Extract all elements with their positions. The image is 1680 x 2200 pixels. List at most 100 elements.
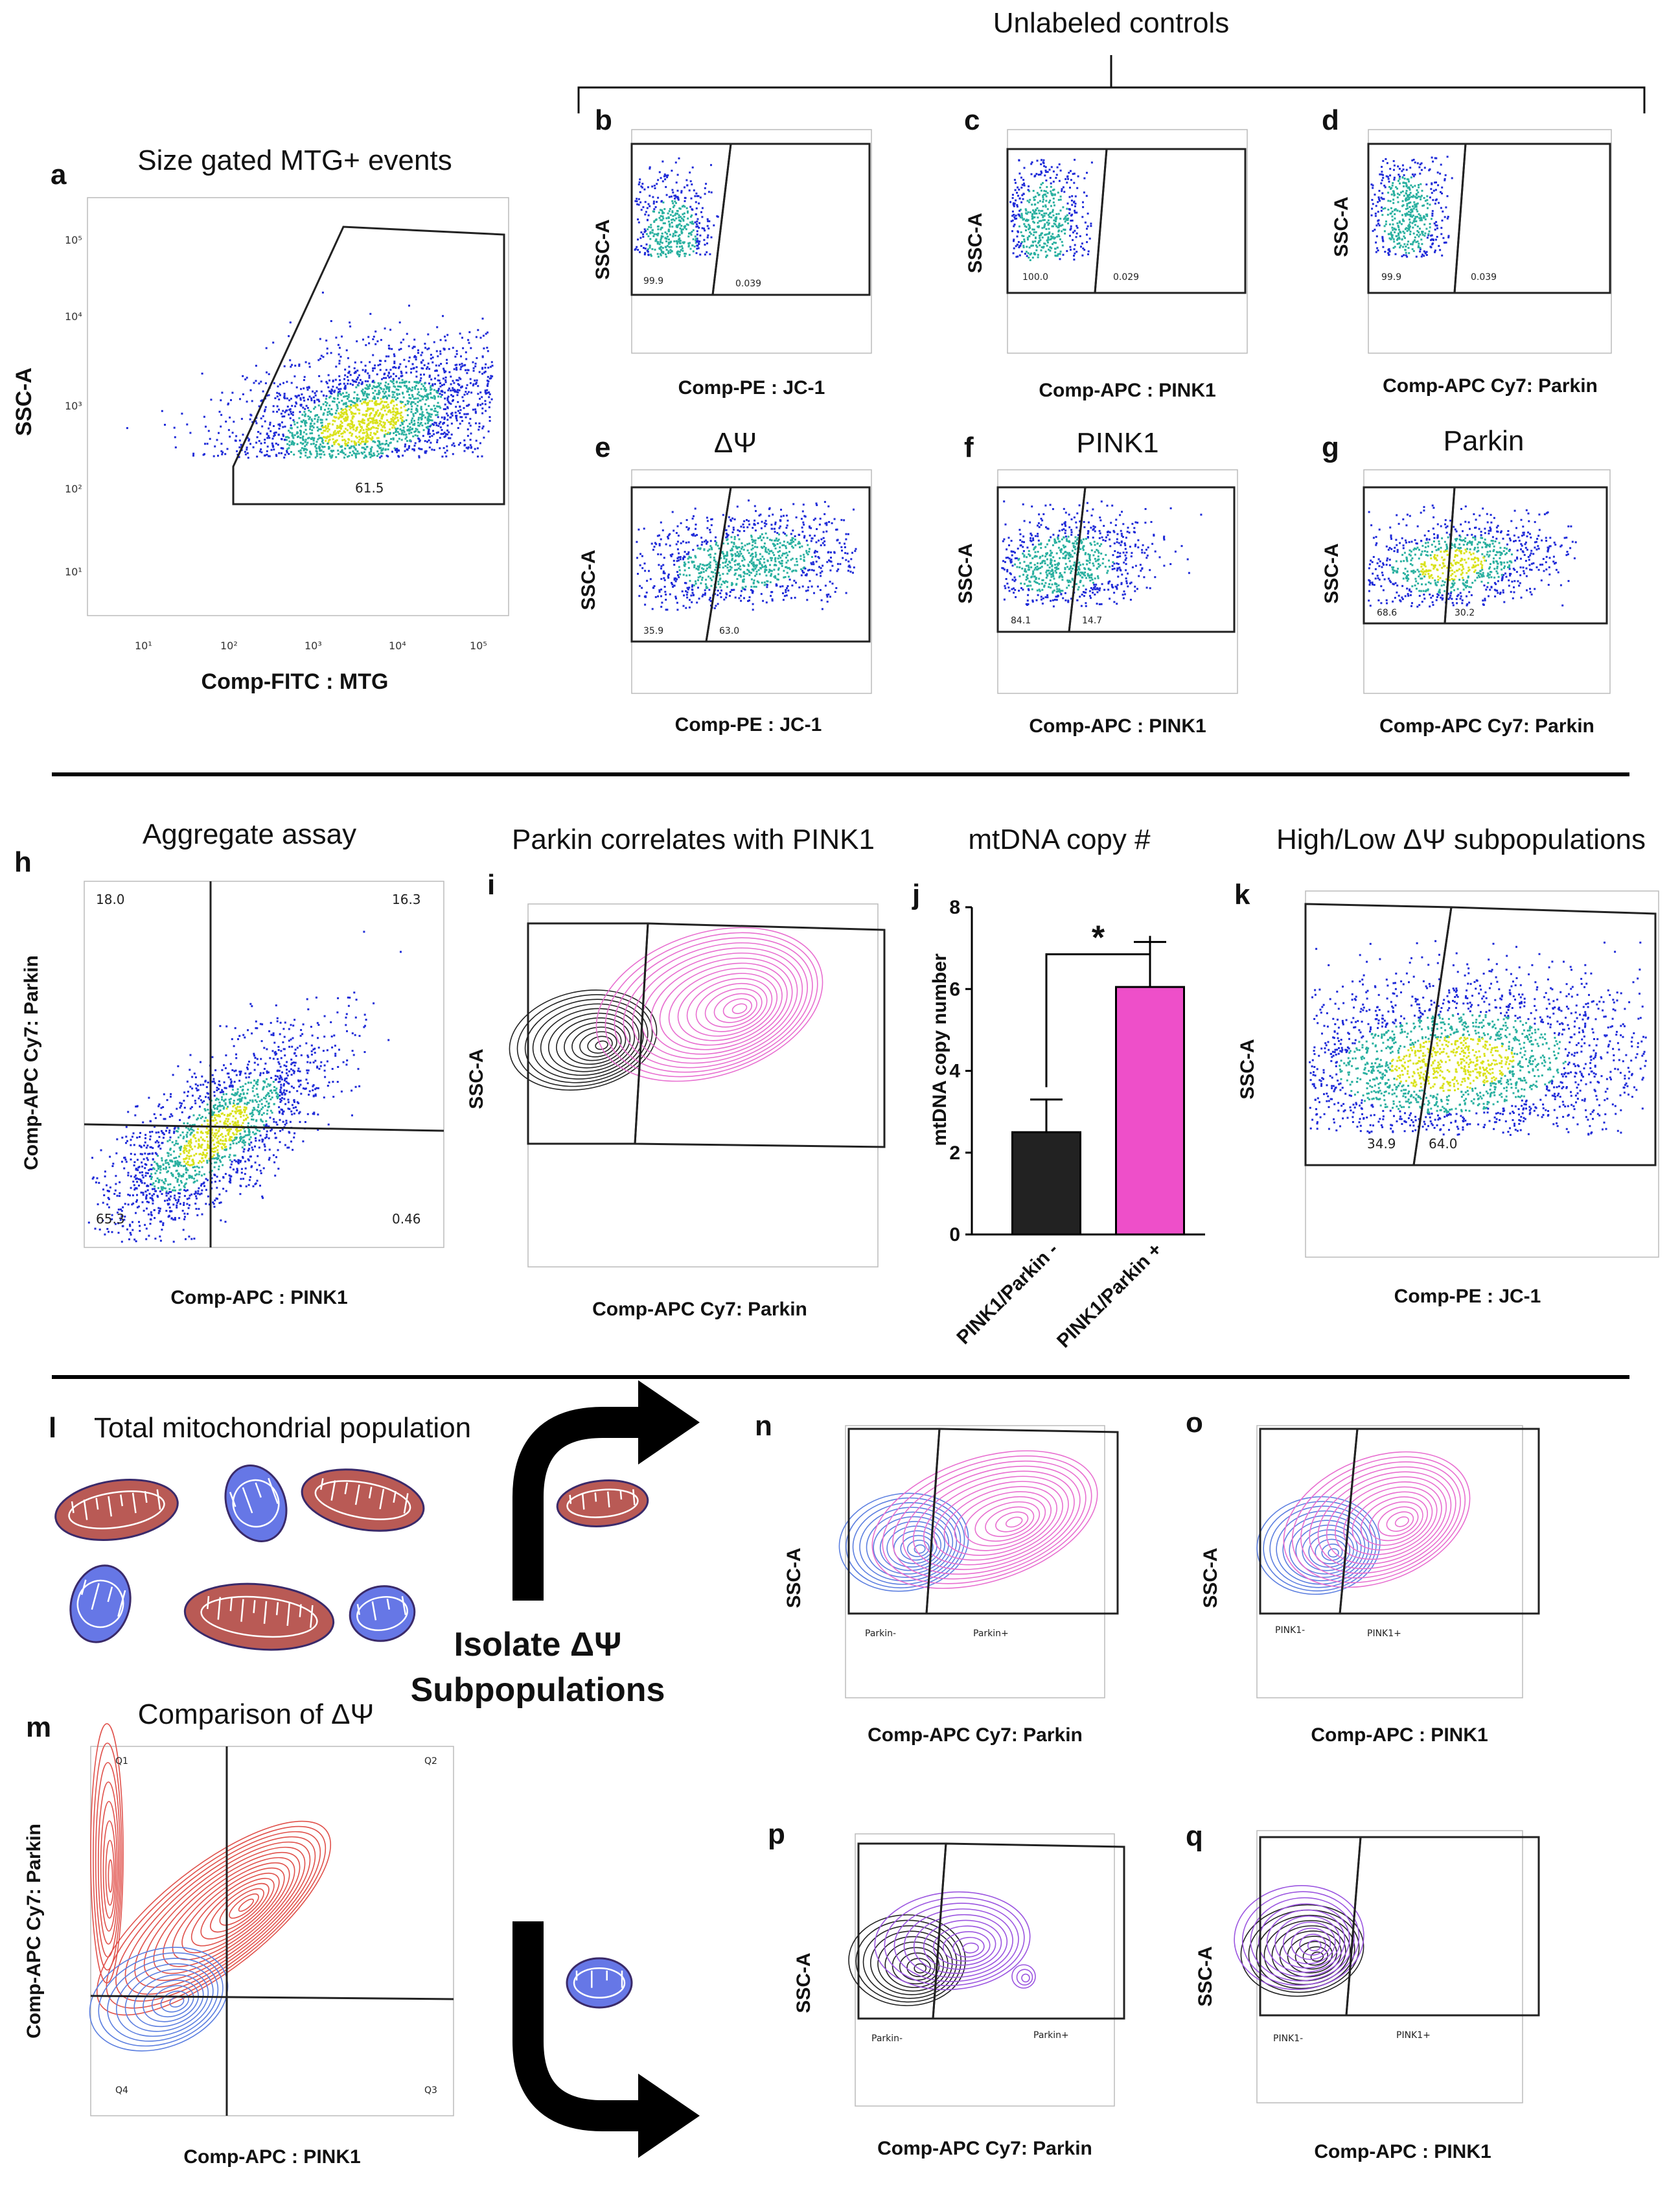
density-dot [369, 384, 371, 386]
density-dot [414, 402, 417, 405]
density-dot [460, 365, 463, 368]
density-dot [1032, 220, 1035, 223]
density-dot [380, 339, 382, 342]
density-dot [845, 533, 847, 535]
density-dot [270, 448, 273, 451]
density-dot [671, 218, 673, 221]
density-dot [1381, 170, 1383, 173]
density-dot [672, 206, 674, 209]
density-dot [1107, 581, 1110, 583]
density-dot [1038, 212, 1041, 214]
density-dot [1050, 562, 1052, 565]
density-dot [668, 230, 670, 233]
density-dot [663, 208, 666, 211]
density-dot [1381, 206, 1383, 209]
density-dot [1046, 254, 1048, 257]
density-dot [816, 585, 819, 588]
density-dot [1109, 531, 1111, 533]
density-dot [430, 388, 433, 391]
density-dot [709, 564, 711, 567]
density-dot [443, 435, 446, 438]
density-dot [853, 508, 855, 511]
density-dot [1412, 159, 1415, 161]
density-dot [1026, 238, 1029, 241]
density-dot [312, 439, 315, 442]
density-dot [319, 443, 322, 446]
density-dot [765, 574, 768, 577]
density-dot [1033, 564, 1036, 566]
density-dot [739, 565, 741, 568]
density-dot [1057, 191, 1059, 194]
density-dot [1029, 231, 1031, 233]
density-dot [1053, 589, 1055, 592]
density-dot [220, 413, 223, 416]
density-dot [435, 369, 438, 372]
density-dot [1063, 546, 1065, 549]
density-dot [484, 400, 487, 402]
density-dot [849, 566, 851, 568]
density-dot [648, 570, 650, 572]
density-dot [1050, 190, 1052, 192]
density-dot [343, 439, 346, 441]
density-dot [381, 430, 384, 432]
density-dot [777, 579, 779, 581]
density-dot [1388, 237, 1391, 240]
density-dot [1151, 542, 1154, 545]
density-dot [323, 435, 325, 438]
density-dot [327, 447, 330, 450]
density-dot [320, 390, 323, 393]
density-dot [647, 228, 649, 231]
density-dot [421, 398, 424, 400]
density-dot [457, 443, 460, 446]
density-dot [1020, 250, 1023, 253]
density-dot [1381, 236, 1384, 238]
density-dot [647, 219, 649, 222]
density-dot [1409, 196, 1411, 199]
density-dot [1048, 201, 1050, 203]
density-dot [692, 229, 695, 231]
density-dot [221, 391, 224, 394]
density-dot [660, 254, 662, 257]
density-dot [1389, 174, 1392, 177]
density-dot [1057, 584, 1060, 586]
density-dot [1020, 587, 1022, 590]
density-dot [1425, 183, 1428, 186]
density-dot [1026, 246, 1028, 248]
density-dot [397, 455, 400, 457]
panel-c-gate-negative [1006, 148, 1108, 294]
density-dot [481, 355, 484, 358]
density-dot [400, 433, 403, 435]
density-dot [706, 251, 708, 253]
density-dot [649, 238, 652, 240]
density-dot [362, 429, 365, 432]
density-dot [380, 450, 383, 452]
density-dot [343, 452, 345, 454]
density-dot [468, 422, 470, 424]
density-dot [1144, 551, 1146, 554]
density-dot [329, 455, 332, 457]
density-dot [692, 238, 695, 240]
density-dot [1009, 201, 1012, 203]
density-dot [677, 535, 680, 537]
density-dot [750, 585, 753, 588]
density-dot [1163, 535, 1166, 538]
density-dot [463, 393, 466, 396]
density-dot [417, 352, 419, 354]
density-dot [383, 435, 385, 438]
density-dot [1112, 561, 1114, 564]
density-dot [252, 446, 255, 448]
density-dot [429, 386, 432, 389]
density-dot [785, 591, 787, 594]
density-dot [757, 537, 759, 539]
density-dot [345, 406, 347, 408]
density-dot [444, 391, 446, 394]
density-dot [357, 384, 360, 387]
density-dot [1040, 163, 1042, 165]
density-dot [1058, 588, 1061, 590]
density-dot [639, 251, 641, 253]
density-dot [1052, 170, 1055, 173]
density-dot [670, 555, 673, 557]
density-dot [750, 588, 752, 591]
density-dot [365, 344, 367, 347]
density-dot [1099, 516, 1101, 519]
